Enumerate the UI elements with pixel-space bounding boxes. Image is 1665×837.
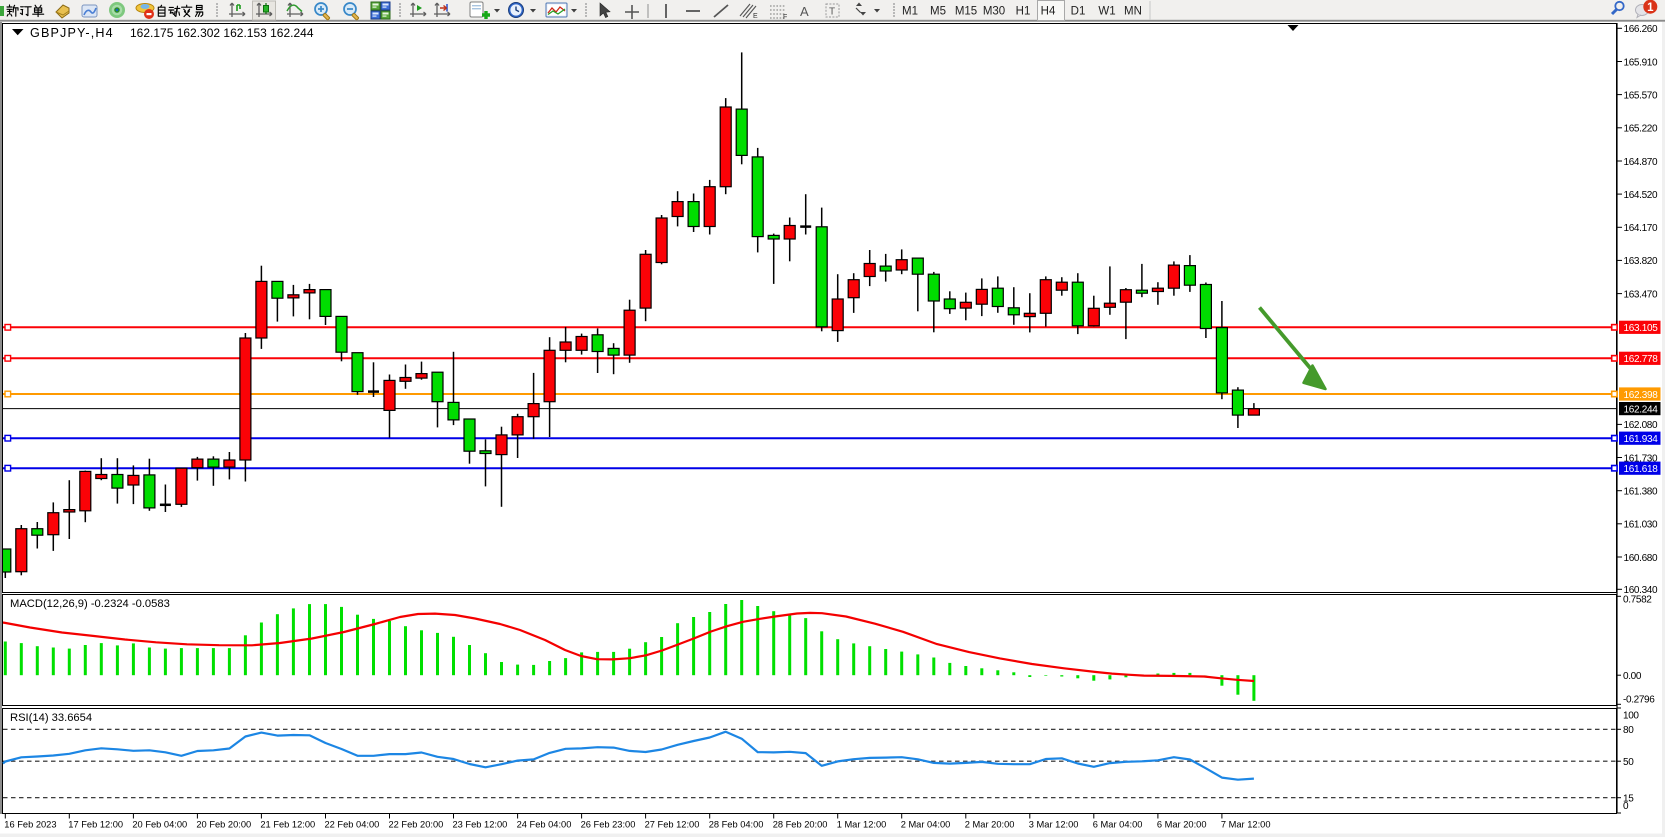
svg-text:T: T bbox=[829, 7, 835, 18]
svg-text:161.380: 161.380 bbox=[1624, 487, 1658, 498]
svg-text:164.520: 164.520 bbox=[1624, 190, 1658, 201]
svg-text:MN: MN bbox=[1124, 6, 1142, 18]
svg-text:MACD(12,26,9) -0.2324 -0.0583: MACD(12,26,9) -0.2324 -0.0583 bbox=[10, 598, 170, 610]
svg-text:100: 100 bbox=[1623, 710, 1639, 721]
svg-text:1: 1 bbox=[1647, 2, 1654, 14]
svg-text:6 Mar 04:00: 6 Mar 04:00 bbox=[1093, 820, 1143, 830]
svg-text:161.730: 161.730 bbox=[1624, 453, 1658, 464]
svg-text:160.680: 160.680 bbox=[1624, 553, 1658, 564]
svg-text:164.170: 164.170 bbox=[1624, 223, 1658, 234]
svg-text:7 Mar 12:00: 7 Mar 12:00 bbox=[1221, 820, 1271, 830]
svg-text:160.340: 160.340 bbox=[1624, 585, 1658, 596]
svg-text:M1: M1 bbox=[902, 6, 918, 18]
svg-text:6 Mar 20:00: 6 Mar 20:00 bbox=[1157, 820, 1207, 830]
svg-text:H1: H1 bbox=[1016, 6, 1031, 18]
svg-text:0.00: 0.00 bbox=[1623, 671, 1642, 682]
svg-text:M15: M15 bbox=[955, 6, 977, 18]
svg-text:24 Feb 04:00: 24 Feb 04:00 bbox=[517, 820, 572, 830]
svg-text:165.910: 165.910 bbox=[1624, 57, 1658, 68]
svg-text:D1: D1 bbox=[1071, 6, 1086, 18]
svg-text:20 Feb 04:00: 20 Feb 04:00 bbox=[132, 820, 187, 830]
svg-text:28 Feb 04:00: 28 Feb 04:00 bbox=[709, 820, 764, 830]
svg-text:28 Feb 20:00: 28 Feb 20:00 bbox=[773, 820, 828, 830]
svg-text:161.030: 161.030 bbox=[1624, 520, 1658, 531]
svg-text:50: 50 bbox=[1623, 757, 1634, 768]
svg-text:A: A bbox=[800, 4, 809, 19]
svg-text:3 Mar 12:00: 3 Mar 12:00 bbox=[1029, 820, 1079, 830]
svg-text:162.398: 162.398 bbox=[1624, 390, 1659, 401]
svg-text:2 Mar 04:00: 2 Mar 04:00 bbox=[901, 820, 951, 830]
svg-text:22 Feb 20:00: 22 Feb 20:00 bbox=[389, 820, 444, 830]
svg-text:21 Feb 12:00: 21 Feb 12:00 bbox=[260, 820, 315, 830]
svg-text:163.470: 163.470 bbox=[1624, 289, 1658, 300]
svg-text:162.080: 162.080 bbox=[1624, 420, 1658, 431]
svg-text:20 Feb 20:00: 20 Feb 20:00 bbox=[196, 820, 251, 830]
svg-text:H4: H4 bbox=[1041, 6, 1056, 18]
svg-text:15: 15 bbox=[1623, 794, 1634, 805]
svg-text:W1: W1 bbox=[1098, 6, 1115, 18]
svg-text:23 Feb 12:00: 23 Feb 12:00 bbox=[453, 820, 508, 830]
svg-text:22 Feb 04:00: 22 Feb 04:00 bbox=[325, 820, 380, 830]
svg-text:162.244: 162.244 bbox=[1624, 404, 1659, 415]
svg-text:M30: M30 bbox=[983, 6, 1005, 18]
svg-text:-0.2796: -0.2796 bbox=[1623, 694, 1655, 705]
svg-text:26 Feb 23:00: 26 Feb 23:00 bbox=[581, 820, 636, 830]
svg-text:162.778: 162.778 bbox=[1624, 354, 1659, 365]
svg-text:E: E bbox=[753, 13, 758, 20]
svg-text:163.820: 163.820 bbox=[1624, 256, 1658, 267]
svg-text:27 Feb 12:00: 27 Feb 12:00 bbox=[645, 820, 700, 830]
svg-text:165.570: 165.570 bbox=[1624, 90, 1658, 101]
svg-text:1 Mar 12:00: 1 Mar 12:00 bbox=[837, 820, 887, 830]
svg-text:165.220: 165.220 bbox=[1624, 124, 1658, 135]
svg-text:166.260: 166.260 bbox=[1624, 24, 1658, 35]
svg-text:0: 0 bbox=[1623, 801, 1629, 812]
svg-text:80: 80 bbox=[1623, 725, 1634, 736]
svg-text:17 Feb 12:00: 17 Feb 12:00 bbox=[68, 820, 123, 830]
svg-text:161.618: 161.618 bbox=[1624, 464, 1659, 475]
svg-text:161.934: 161.934 bbox=[1624, 434, 1659, 445]
svg-text:0.7582: 0.7582 bbox=[1623, 594, 1652, 605]
svg-text:2 Mar 20:00: 2 Mar 20:00 bbox=[965, 820, 1015, 830]
svg-text:M5: M5 bbox=[930, 6, 946, 18]
svg-text:F: F bbox=[783, 14, 787, 21]
svg-text:164.870: 164.870 bbox=[1624, 157, 1658, 168]
svg-text:163.105: 163.105 bbox=[1624, 323, 1659, 334]
svg-text:RSI(14) 33.6654: RSI(14) 33.6654 bbox=[10, 712, 92, 724]
svg-text:16 Feb 2023: 16 Feb 2023 bbox=[4, 820, 56, 830]
